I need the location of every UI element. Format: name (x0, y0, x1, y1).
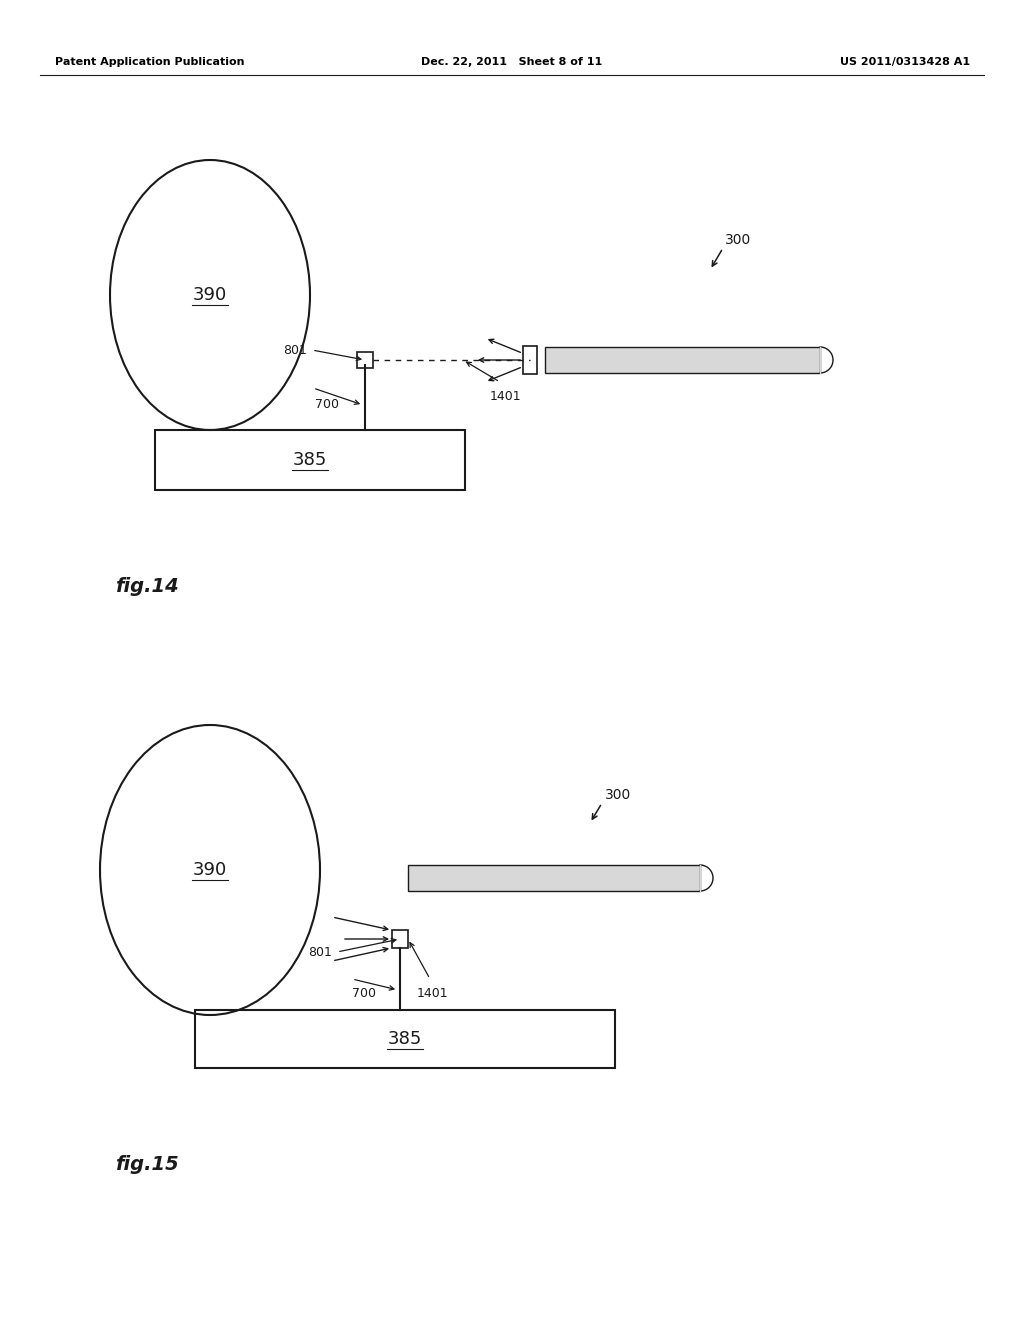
Text: 300: 300 (605, 788, 631, 803)
Text: US 2011/0313428 A1: US 2011/0313428 A1 (840, 57, 970, 67)
Bar (545, 347, 820, 374)
Text: Patent Application Publication: Patent Application Publication (55, 57, 245, 67)
Bar (195, 1010, 615, 1068)
Text: 1401: 1401 (490, 389, 521, 403)
Text: 700: 700 (315, 399, 339, 411)
Bar (523, 346, 537, 374)
Text: fig.14: fig.14 (115, 577, 179, 597)
Text: 385: 385 (388, 1030, 422, 1048)
Text: 700: 700 (352, 987, 376, 1001)
Text: 801: 801 (308, 945, 332, 958)
Bar (357, 352, 373, 368)
Text: 300: 300 (725, 234, 752, 247)
Text: 390: 390 (193, 286, 227, 304)
Text: 390: 390 (193, 861, 227, 879)
Bar (408, 865, 700, 891)
Text: fig.15: fig.15 (115, 1155, 179, 1173)
Text: Dec. 22, 2011   Sheet 8 of 11: Dec. 22, 2011 Sheet 8 of 11 (421, 57, 603, 67)
Text: 1401: 1401 (417, 987, 449, 1001)
Text: 801: 801 (283, 343, 307, 356)
Bar (155, 430, 465, 490)
Text: 385: 385 (293, 451, 328, 469)
Bar (392, 931, 408, 948)
